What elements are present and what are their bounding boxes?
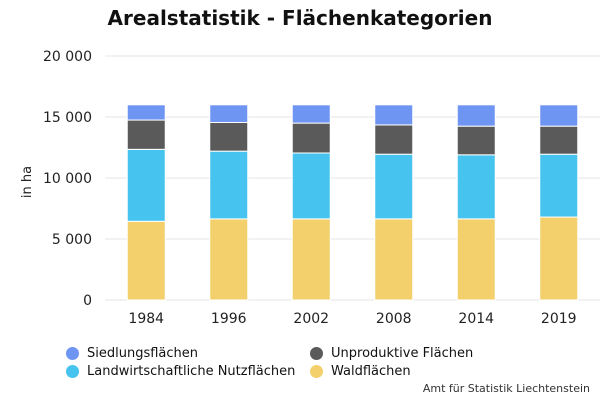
bar-segment[interactable]	[209, 218, 249, 301]
bar-segment[interactable]	[456, 218, 496, 301]
bar-segment[interactable]	[456, 154, 496, 220]
y-axis: 0 5 000 10 000 15 000 20 000	[43, 49, 92, 309]
legend-item-landwirtschaftliche-nutzflaechen[interactable]: Landwirtschaftliche Nutzflächen	[66, 364, 295, 379]
y-axis-label: in ha	[20, 166, 35, 198]
bar-segment[interactable]	[209, 121, 249, 152]
bar-segment[interactable]	[374, 124, 414, 155]
legend-label: Waldflächen	[331, 364, 411, 379]
x-tick-label: 1996	[211, 311, 247, 327]
legend-label: Landwirtschaftliche Nutzflächen	[87, 364, 296, 379]
bar-segment[interactable]	[374, 218, 414, 301]
bar-segment[interactable]	[126, 148, 166, 222]
x-tick-label: 2019	[541, 311, 577, 327]
x-tick-label: 2002	[293, 311, 329, 327]
bar-segment[interactable]	[126, 220, 166, 301]
x-tick-label: 2008	[376, 311, 412, 327]
source-credit: Amt für Statistik Liechtenstein	[422, 382, 590, 395]
bar-segment[interactable]	[374, 104, 414, 126]
bar-segment[interactable]	[291, 104, 331, 124]
legend-item-siedlungsflaechen[interactable]: Siedlungsflächen	[66, 346, 198, 361]
legend-marker	[66, 347, 79, 360]
bar-segment[interactable]	[456, 125, 496, 156]
gridlines	[105, 55, 600, 301]
y-tick-label: 20 000	[43, 49, 92, 65]
x-axis: 1984 1996 2002 2008 2014 2019	[128, 311, 576, 327]
legend-label: Unproduktive Flächen	[331, 346, 474, 361]
chart-title: Arealstatistik - Flächenkategorien	[107, 6, 493, 30]
bar-segment[interactable]	[539, 104, 579, 127]
bar-segment[interactable]	[291, 218, 331, 301]
bar-segment[interactable]	[291, 152, 331, 220]
x-tick-label: 1984	[128, 311, 164, 327]
bar-segment[interactable]	[291, 122, 331, 154]
y-tick-label: 15 000	[43, 110, 92, 126]
bar-segment[interactable]	[374, 153, 414, 220]
bar-segment[interactable]	[209, 104, 249, 123]
legend-marker	[310, 365, 323, 378]
legend-item-waldflaechen[interactable]: Waldflächen	[310, 364, 411, 379]
legend-item-unproduktive-flaechen[interactable]: Unproduktive Flächen	[310, 346, 473, 361]
y-tick-label: 5 000	[52, 232, 92, 248]
x-tick-label: 2014	[458, 311, 494, 327]
y-tick-label: 10 000	[43, 171, 92, 187]
bar-segment[interactable]	[126, 119, 166, 150]
bar-segment[interactable]	[539, 216, 579, 301]
bar-segment[interactable]	[209, 150, 249, 220]
y-tick-label: 0	[83, 293, 92, 309]
bars	[126, 104, 579, 301]
bar-segment[interactable]	[126, 104, 166, 121]
bar-segment[interactable]	[539, 153, 579, 218]
legend-marker	[66, 365, 79, 378]
legend-marker	[310, 347, 323, 360]
legend-label: Siedlungsflächen	[87, 346, 199, 361]
bar-segment[interactable]	[456, 104, 496, 127]
bar-segment[interactable]	[539, 125, 579, 155]
